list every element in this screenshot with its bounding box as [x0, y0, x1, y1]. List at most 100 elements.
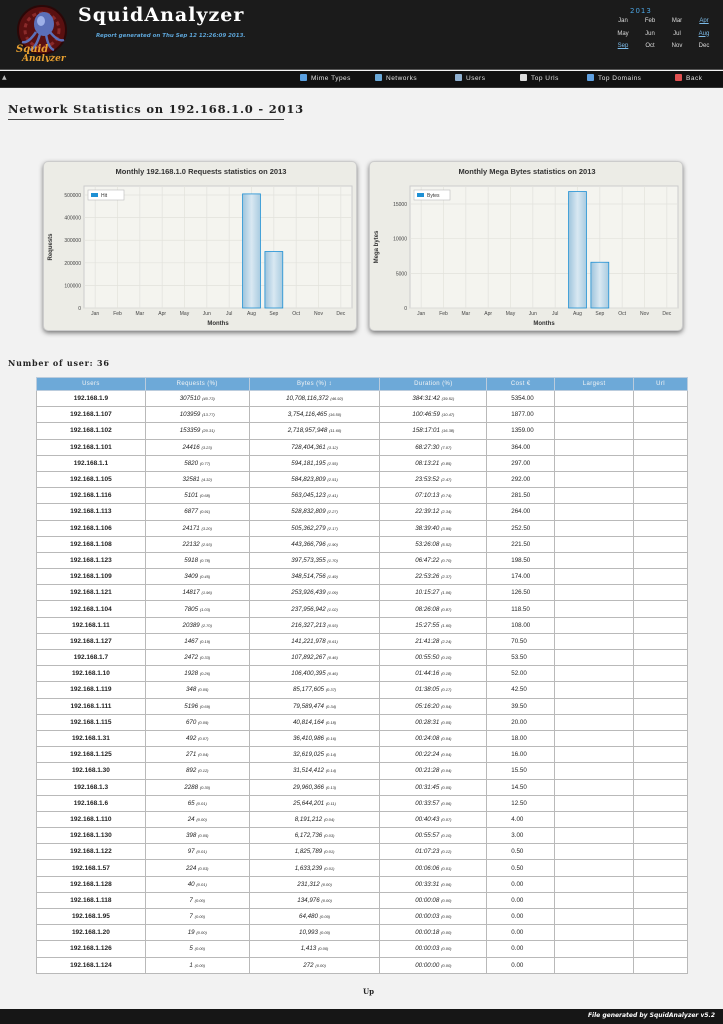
url-cell	[633, 470, 688, 489]
x-tick-label: Nov	[314, 311, 323, 317]
user-cell[interactable]: 192.168.1.101	[36, 438, 146, 456]
footer-app-link[interactable]: SquidAnalyzer v5.2	[649, 1012, 715, 1019]
cost-value: 39.50	[511, 702, 527, 710]
mime-icon	[300, 74, 307, 81]
menu-caret-icon[interactable]: ▲	[2, 74, 7, 81]
col-bytes-header[interactable]: Bytes (%) ↕	[248, 377, 381, 391]
cost-cell: 297.00	[486, 454, 556, 472]
col-users-header[interactable]: Users	[36, 377, 146, 391]
table-row: 192.168.1.110 24 (0.00) 8,191,212 (0.04) 00…	[36, 810, 688, 829]
user-cell[interactable]: 192.168.1.3	[36, 778, 146, 796]
up-link[interactable]: Up	[363, 987, 374, 996]
col-largest-header[interactable]: Largest	[554, 377, 635, 391]
month-link-sep[interactable]: Sep	[617, 43, 629, 49]
col-url-header[interactable]: Url	[633, 377, 688, 391]
bytes-pct: (0.03)	[323, 833, 335, 839]
squid-logo-icon[interactable]: Squid Analyzer	[10, 4, 70, 62]
nav-networks[interactable]: Networks	[375, 74, 417, 82]
x-tick-label: Oct	[292, 311, 300, 317]
user-cell[interactable]: 192.168.1.11	[36, 616, 146, 634]
user-cell[interactable]: 192.168.1.6	[36, 794, 146, 812]
month-link-feb: Feb	[644, 18, 656, 24]
user-cell[interactable]: 192.168.1.124	[36, 956, 146, 974]
year-link[interactable]: 2013	[630, 7, 652, 15]
user-cell[interactable]: 192.168.1.106	[36, 519, 146, 537]
user-cell[interactable]: 192.168.1.128	[36, 875, 146, 893]
user-cell[interactable]: 192.168.1.7	[36, 648, 146, 667]
url-cell	[633, 600, 688, 618]
table-row: 192.168.1.107 103959 (13.77) 3,754,116,465…	[36, 406, 688, 424]
user-cell[interactable]: 192.168.1.115	[36, 713, 146, 731]
duration-cell: 00:33:31 (0.06)	[379, 875, 488, 893]
user-cell[interactable]: 192.168.1.123	[36, 551, 146, 570]
user-cell[interactable]: 192.168.1.125	[36, 746, 146, 764]
user-cell[interactable]: 192.168.1.126	[36, 940, 146, 958]
requests-value: 65	[187, 799, 195, 807]
user-cell[interactable]: 192.168.1.127	[36, 632, 146, 651]
user-cell[interactable]: 192.168.1.102	[36, 422, 146, 440]
duration-value: 00:00:03	[415, 945, 440, 953]
col-cost-header[interactable]: Cost €	[486, 377, 556, 391]
user-cell[interactable]: 192.168.1.30	[36, 762, 146, 780]
user-cell[interactable]: 192.168.1.9	[36, 389, 146, 408]
cost-cell: 16.00	[486, 746, 556, 764]
bytes-pct: (0.00)	[319, 930, 331, 936]
user-cell[interactable]: 192.168.1.1	[36, 454, 146, 472]
url-cell	[633, 859, 688, 877]
user-cell[interactable]: 192.168.1.119	[36, 681, 146, 699]
nav-mime-types[interactable]: Mime Types	[300, 74, 351, 82]
bytes-pct: (0.11)	[325, 800, 336, 806]
user-cell[interactable]: 192.168.1.10	[36, 665, 146, 683]
month-link-aug[interactable]: Aug	[698, 30, 710, 37]
user-cell[interactable]: 192.168.1.95	[36, 907, 146, 926]
bytes-cell: 231,312 (0.00)	[248, 875, 381, 893]
user-cell[interactable]: 192.168.1.121	[36, 584, 146, 602]
bytes-cell: 563,045,123 (2.41)	[248, 487, 381, 505]
user-ip: 192.168.1.107	[70, 411, 112, 419]
user-cell[interactable]: 192.168.1.109	[36, 568, 146, 586]
user-ip: 192.168.1.30	[71, 767, 110, 775]
duration-cell: 05:16:20 (0.54)	[379, 697, 488, 715]
user-cell[interactable]: 192.168.1.116	[36, 487, 146, 505]
duration-value: 08:26:08	[415, 605, 440, 613]
user-cell[interactable]: 192.168.1.57	[36, 859, 146, 877]
user-cell[interactable]: 192.168.1.104	[36, 600, 146, 618]
user-cell[interactable]: 192.168.1.108	[36, 535, 146, 553]
user-cell[interactable]: 192.168.1.107	[36, 406, 146, 424]
table-row: 192.168.1.6 65 (0.01) 25,644,201 (0.11) 00:…	[36, 794, 688, 812]
user-cell[interactable]: 192.168.1.31	[36, 729, 146, 748]
nav-users[interactable]: Users	[455, 74, 485, 82]
nav-top-urls[interactable]: Top Urls	[520, 74, 559, 82]
url-cell	[633, 827, 688, 845]
cost-value: 297.00	[511, 459, 531, 467]
user-cell[interactable]: 192.168.1.130	[36, 827, 146, 845]
user-cell[interactable]: 192.168.1.110	[36, 810, 146, 829]
user-cell[interactable]: 192.168.1.122	[36, 843, 146, 861]
cost-value: 0.00	[511, 945, 524, 953]
user-cell[interactable]: 192.168.1.20	[36, 924, 146, 942]
user-cell[interactable]: 192.168.1.118	[36, 891, 146, 910]
nav-back[interactable]: Back	[675, 74, 702, 82]
bytes-value: 528,832,809	[291, 508, 326, 516]
url-cell	[633, 956, 688, 974]
url-cell	[633, 389, 688, 408]
col-duration-header[interactable]: Duration (%)	[379, 377, 488, 391]
month-link-apr[interactable]: Apr	[699, 18, 709, 24]
nav-top-domains[interactable]: Top Domains	[587, 74, 641, 82]
user-ip: 192.168.1.108	[70, 540, 112, 548]
largest-cell	[554, 924, 635, 942]
user-cell[interactable]: 192.168.1.111	[36, 697, 146, 715]
bytes-cell: 1,633,239 (0.01)	[248, 859, 381, 877]
bytes-value: 253,926,439	[291, 589, 326, 597]
duration-value: 00:21:28	[415, 767, 440, 775]
user-cell[interactable]: 192.168.1.105	[36, 470, 146, 489]
cost-cell: 281.50	[486, 487, 556, 505]
cost-cell: 198.50	[486, 551, 556, 570]
url-cell	[633, 632, 688, 651]
user-cell[interactable]: 192.168.1.113	[36, 503, 146, 521]
nav-label: Mime Types	[311, 75, 351, 82]
col-requests-header[interactable]: Requests (%)	[144, 377, 250, 391]
duration-value: 00:40:43	[415, 815, 440, 823]
table-row: 192.168.1.104 7805 (1.03) 237,956,942 (1.0…	[36, 600, 688, 618]
footer: File generated by SquidAnalyzer v5.2	[0, 1009, 723, 1024]
